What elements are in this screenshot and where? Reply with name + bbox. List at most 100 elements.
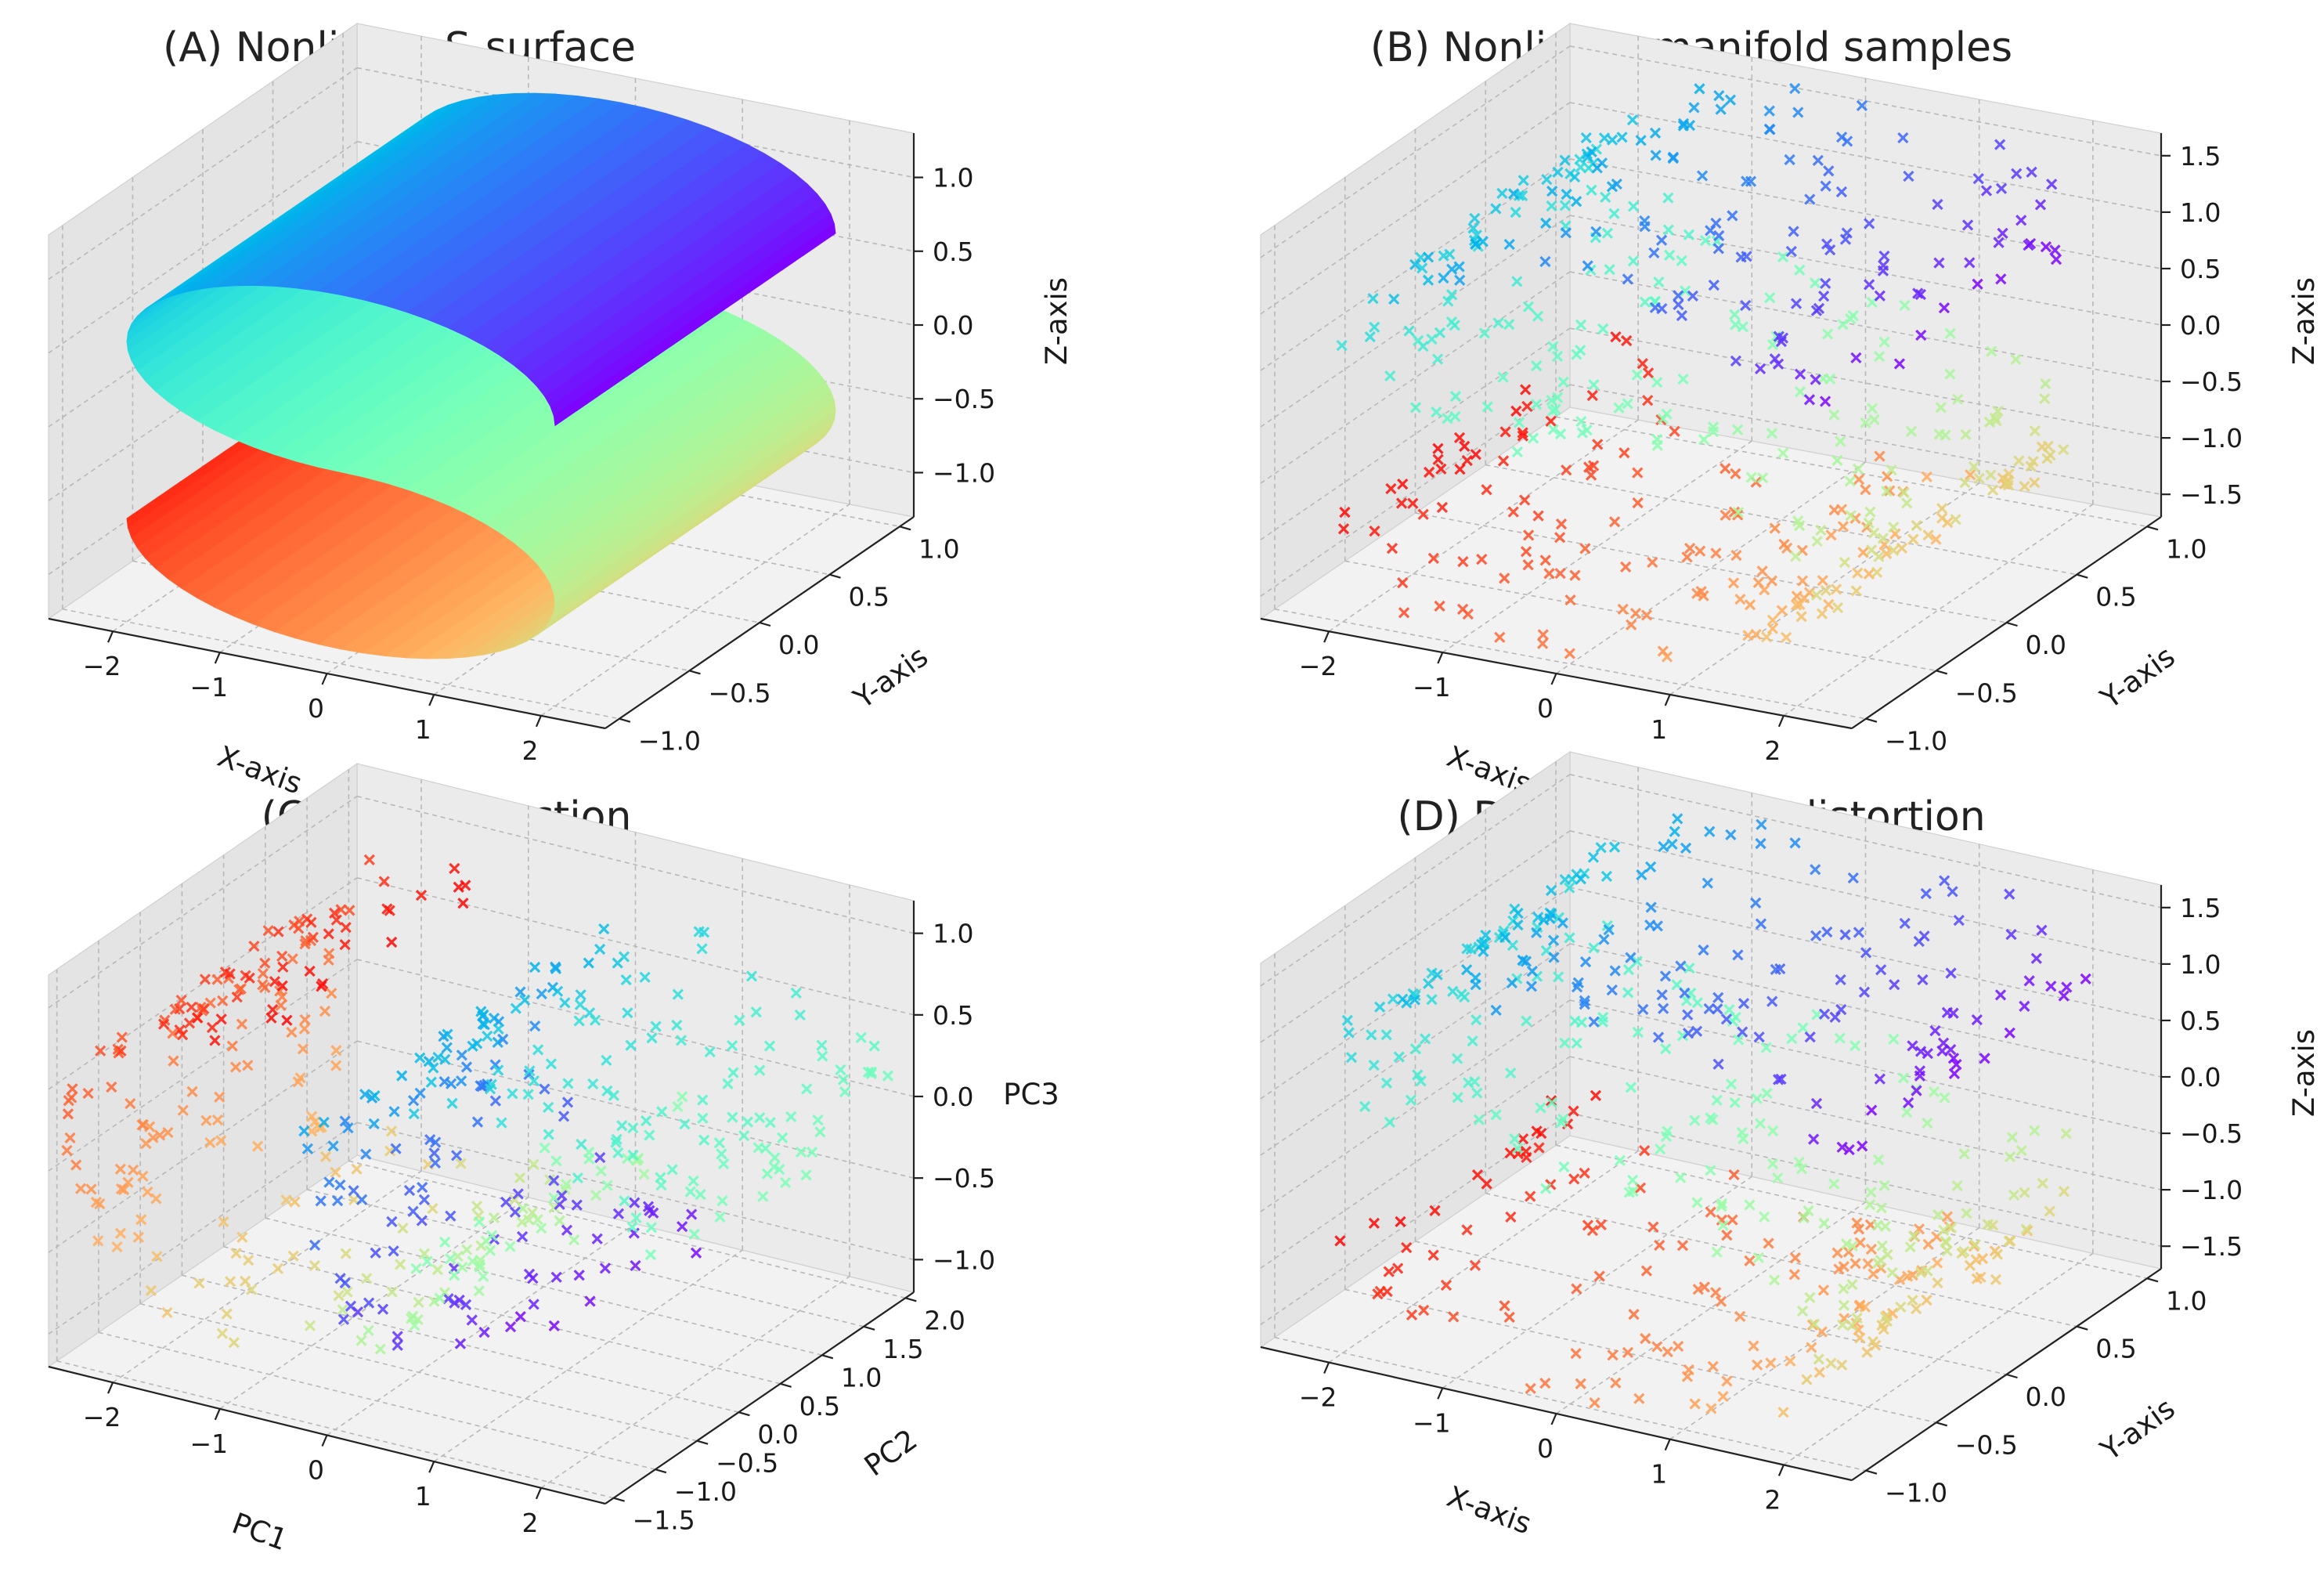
scatter-point [572, 1172, 583, 1184]
scatter-point [868, 1040, 880, 1052]
scatter-point [429, 1157, 441, 1169]
scatter-point [639, 971, 651, 983]
scatter-point [484, 1083, 496, 1095]
scatter-point [616, 1120, 628, 1132]
scatter-point [397, 1223, 409, 1234]
scatter-point [2040, 241, 2052, 253]
scatter-point [416, 1215, 428, 1226]
grid-line [48, 796, 358, 1009]
scatter-point [167, 1028, 179, 1039]
scatter-point [1575, 873, 1586, 885]
scatter-point [1725, 1078, 1738, 1090]
scatter-point [1626, 619, 1637, 630]
z-axis-label: Z-axis [2287, 277, 2321, 365]
grid-line [348, 1160, 906, 1299]
scatter-point [363, 1324, 374, 1336]
scatter-point [1470, 449, 1481, 461]
scatter-point [1835, 435, 1846, 447]
scatter-point [386, 936, 398, 948]
scatter-point [132, 1231, 145, 1243]
scatter-point [504, 1241, 516, 1252]
scatter-point [1649, 127, 1662, 139]
scatter-point [428, 1147, 440, 1159]
scatter-point [2042, 440, 2054, 452]
y-tick-label: 1.0 [2166, 1285, 2207, 1316]
z-tick-label: 0.0 [2180, 1062, 2221, 1093]
scatter-point [478, 1326, 490, 1338]
scatter-point [1729, 309, 1741, 320]
scatter-point [215, 1135, 227, 1147]
scatter-point [512, 1188, 524, 1200]
scatter-point [478, 1019, 491, 1031]
scatter-point [1622, 273, 1633, 285]
grid-line [1569, 1056, 2162, 1190]
scatter-point [1997, 227, 2008, 239]
scatter-point [1769, 353, 1781, 365]
scatter-point [1720, 509, 1731, 521]
scatter-point [1995, 182, 2008, 194]
scatter-point [1763, 1237, 1774, 1249]
scatter-point [693, 926, 705, 937]
scatter-point [1931, 1257, 1943, 1269]
scatter-point [1650, 150, 1662, 161]
scatter-point [1568, 1105, 1579, 1117]
scatter-point [1571, 349, 1582, 360]
scatter-point [1432, 443, 1444, 454]
scatter-point [1844, 313, 1857, 325]
y-tick-label: 0.0 [2026, 630, 2066, 660]
scatter-point [1860, 484, 1871, 496]
scatter-point [445, 1253, 456, 1265]
scatter-point [1571, 1037, 1582, 1049]
scatter-point [230, 1248, 242, 1259]
grid-line [1328, 419, 1639, 632]
scatter-point [1531, 1125, 1543, 1137]
scatter-point [1494, 631, 1506, 643]
y-tick-label: 1.0 [2166, 533, 2207, 564]
scatter-point [1903, 170, 1914, 182]
scatter-point [1821, 238, 1833, 250]
scatter-point [1676, 309, 1688, 322]
scatter-point [1761, 1087, 1773, 1100]
scatter-point [309, 1239, 321, 1252]
scatter-point [718, 1158, 730, 1170]
scatter-point [454, 1338, 467, 1349]
scatter-point [742, 1116, 753, 1128]
scatter-point [363, 1297, 375, 1309]
scatter-point [1790, 551, 1802, 562]
grid-line [223, 1245, 781, 1385]
scatter-point [177, 1104, 189, 1116]
scatter-point [704, 1046, 716, 1058]
scatter-point [745, 970, 758, 982]
scatter-point [388, 1106, 400, 1118]
scatter-point [1947, 1007, 1959, 1019]
scatter-point [415, 890, 428, 901]
scatter-point [1865, 1243, 1878, 1255]
x-tick-mark [428, 694, 435, 706]
scatter-point [690, 1247, 702, 1259]
scatter-point [1707, 421, 1720, 433]
scatter-point [2003, 468, 2015, 480]
scatter-point [1766, 623, 1779, 634]
scatter-point [145, 1284, 157, 1296]
grid-line [1260, 327, 1571, 540]
scatter-point [1517, 430, 1528, 442]
x-tick-mark [1437, 652, 1444, 664]
x-axis-label: X-axis [213, 739, 306, 800]
z-tick-label: 1.0 [2180, 197, 2221, 228]
scatter-point [1622, 987, 1634, 999]
x-tick-label: 0 [308, 693, 324, 724]
scatter-point [287, 953, 298, 965]
scatter-point [1874, 450, 1886, 462]
scatter-point [1610, 331, 1622, 343]
scatter-point [630, 1259, 641, 1272]
scatter-point [1539, 255, 1551, 268]
scatter-point [330, 1045, 342, 1057]
scatter-point [1337, 523, 1350, 535]
scatter-point [1632, 467, 1644, 479]
scatter-point [390, 1143, 402, 1154]
scatter-point [339, 1277, 351, 1289]
grid-line [1260, 887, 1571, 1100]
z-tick-label: 0.5 [933, 237, 973, 267]
scatter-point [817, 1050, 828, 1062]
scatter-point [1901, 497, 1913, 509]
